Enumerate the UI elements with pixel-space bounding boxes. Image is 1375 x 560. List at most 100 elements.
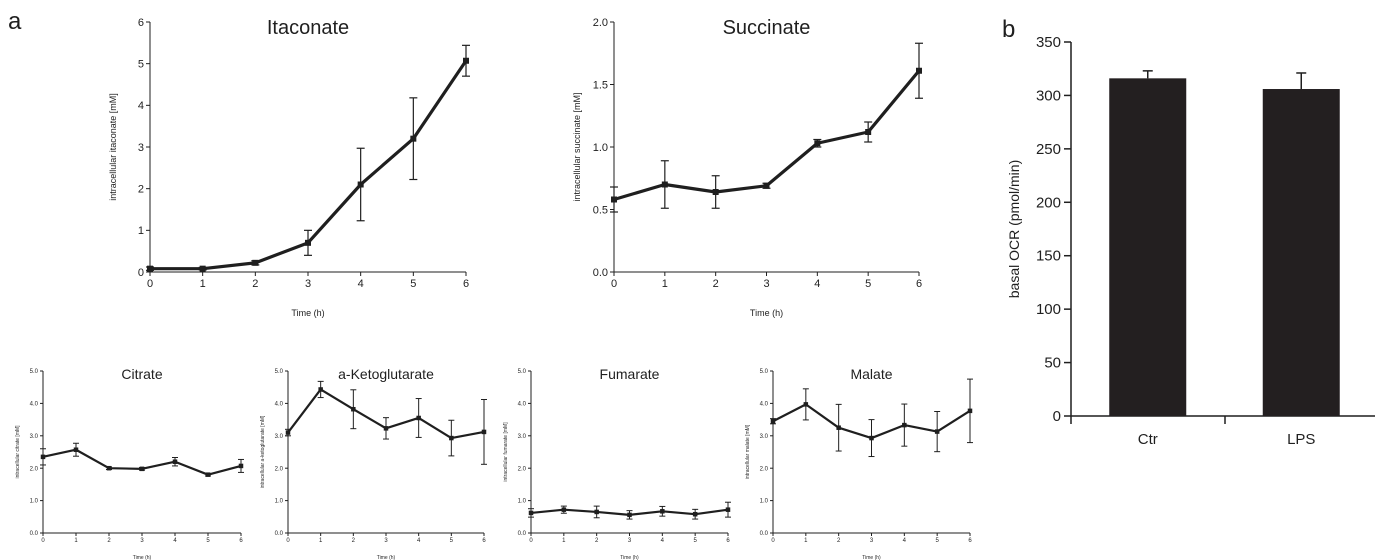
succinate-y-tick-label: 0.5 <box>593 204 608 216</box>
itaconate-x-label: Time (h) <box>291 308 324 318</box>
succinate-point <box>865 129 872 135</box>
fumarate-x-tick-label: 3 <box>628 538 632 544</box>
malate-x-tick-label: 2 <box>837 538 841 544</box>
itaconate-point <box>147 265 153 272</box>
malate-title: Malate <box>850 366 892 382</box>
citrate-y-label: intracellular citrate [mM] <box>15 425 21 479</box>
fumarate-x-label: Time (h) <box>620 555 639 560</box>
fumarate-x-tick-label: 1 <box>562 538 566 544</box>
fumarate-y-tick-label: 1.0 <box>518 499 527 505</box>
citrate-x-tick-label: 6 <box>239 538 243 544</box>
akg-y-tick-label: 3.0 <box>275 434 284 440</box>
malate-point <box>934 429 940 434</box>
fumarate-point <box>692 511 698 517</box>
malate-point <box>869 435 874 441</box>
ocr-y-tick-label: 150 <box>1036 248 1061 265</box>
panel-label-a: a <box>8 8 22 35</box>
citrate-y-tick-label: 3.0 <box>30 434 39 440</box>
malate-point <box>902 422 907 428</box>
succinate-point <box>661 181 668 188</box>
malate-point <box>803 402 809 407</box>
itaconate-point <box>357 181 364 188</box>
succinate-y-label: intracellular succinate [mM] <box>572 92 582 201</box>
akg-x-tick-label: 6 <box>482 538 486 544</box>
fumarate-y-tick-label: 0.0 <box>518 531 527 537</box>
succinate-x-tick-label: 0 <box>611 278 617 290</box>
itaconate-y-tick-label: 3 <box>138 142 144 154</box>
itaconate-x-tick-label: 6 <box>463 278 469 290</box>
akg-y-tick-label: 4.0 <box>275 402 284 408</box>
fumarate-y-tick-label: 4.0 <box>518 402 527 408</box>
malate-point <box>770 418 776 424</box>
panel-label-b: b <box>1002 16 1016 43</box>
ocr-y-tick-label: 50 <box>1044 355 1061 372</box>
akg-y-label: intracellular a-ketoglutarate [mM] <box>260 415 266 488</box>
akg-title: a-Ketoglutarate <box>338 366 434 382</box>
succinate-x-tick-label: 6 <box>916 278 922 290</box>
citrate-x-label: Time (h) <box>133 555 152 560</box>
succinate-point <box>611 196 617 203</box>
citrate-x-tick-label: 3 <box>140 538 144 544</box>
malate-x-tick-label: 3 <box>870 538 874 544</box>
malate-x-tick-label: 5 <box>935 538 939 544</box>
akg-y-tick-label: 1.0 <box>275 499 284 505</box>
citrate-y-tick-label: 1.0 <box>30 499 39 505</box>
succinate-series-line <box>613 69 921 202</box>
succinate-x-tick-label: 2 <box>713 278 719 290</box>
succinate-title: Succinate <box>723 17 811 39</box>
citrate-point <box>106 465 112 471</box>
succinate-point <box>763 182 770 189</box>
itaconate-point <box>410 135 417 142</box>
fumarate-point <box>725 507 731 512</box>
malate-y-tick-label: 5.0 <box>760 369 769 375</box>
malate-x-tick-label: 0 <box>771 538 775 544</box>
malate-x-label: Time (h) <box>862 555 881 560</box>
akg-x-tick-label: 3 <box>384 538 388 544</box>
malate-y-label: intracellular malate [mM] <box>745 424 751 479</box>
citrate-y-tick-label: 5.0 <box>30 369 39 375</box>
succinate-point <box>712 189 719 195</box>
succinate-y-tick-label: 1.5 <box>593 79 608 91</box>
ocr-y-tick-label: 250 <box>1036 141 1061 158</box>
citrate-point <box>139 466 145 472</box>
itaconate-x-tick-label: 4 <box>358 278 364 290</box>
itaconate-y-tick-label: 5 <box>138 59 144 71</box>
citrate-point <box>73 447 79 452</box>
ocr-y-tick-label: 100 <box>1036 301 1061 318</box>
malate-y-tick-label: 4.0 <box>760 402 769 408</box>
succinate-point <box>814 140 821 147</box>
citrate-x-tick-label: 0 <box>41 538 45 544</box>
itaconate-x-tick-label: 3 <box>305 278 311 290</box>
itaconate-y-tick-label: 4 <box>138 100 144 112</box>
itaconate-x-tick-label: 5 <box>410 278 416 290</box>
akg-point <box>351 406 356 412</box>
succinate-y-tick-label: 0.0 <box>593 267 608 279</box>
citrate-point <box>172 459 178 464</box>
citrate-title: Citrate <box>121 366 162 382</box>
itaconate-x-tick-label: 1 <box>200 278 206 290</box>
itaconate-y-tick-label: 2 <box>138 184 144 196</box>
ocr-x-tick-label: Ctr <box>1138 431 1158 448</box>
fumarate-point <box>594 509 599 515</box>
itaconate-y-tick-label: 1 <box>138 225 144 237</box>
ocr-bar <box>1109 78 1187 417</box>
akg-y-tick-label: 2.0 <box>275 466 284 472</box>
succinate-y-tick-label: 1.0 <box>593 142 608 154</box>
ocr-bar <box>1262 89 1340 416</box>
akg-x-tick-label: 2 <box>352 538 356 544</box>
citrate-x-tick-label: 1 <box>74 538 78 544</box>
akg-x-tick-label: 4 <box>417 538 421 544</box>
succinate-x-tick-label: 1 <box>662 278 668 290</box>
akg-y-tick-label: 5.0 <box>275 369 284 375</box>
succinate-x-label: Time (h) <box>750 308 783 318</box>
itaconate-x-tick-label: 0 <box>147 278 153 290</box>
citrate-x-tick-label: 4 <box>173 538 177 544</box>
akg-point <box>383 426 389 431</box>
fumarate-x-tick-label: 4 <box>661 538 665 544</box>
malate-x-tick-label: 4 <box>903 538 907 544</box>
fumarate-point <box>627 512 632 518</box>
itaconate-y-tick-label: 6 <box>138 17 144 29</box>
fumarate-point <box>561 507 567 512</box>
akg-x-tick-label: 5 <box>450 538 454 544</box>
